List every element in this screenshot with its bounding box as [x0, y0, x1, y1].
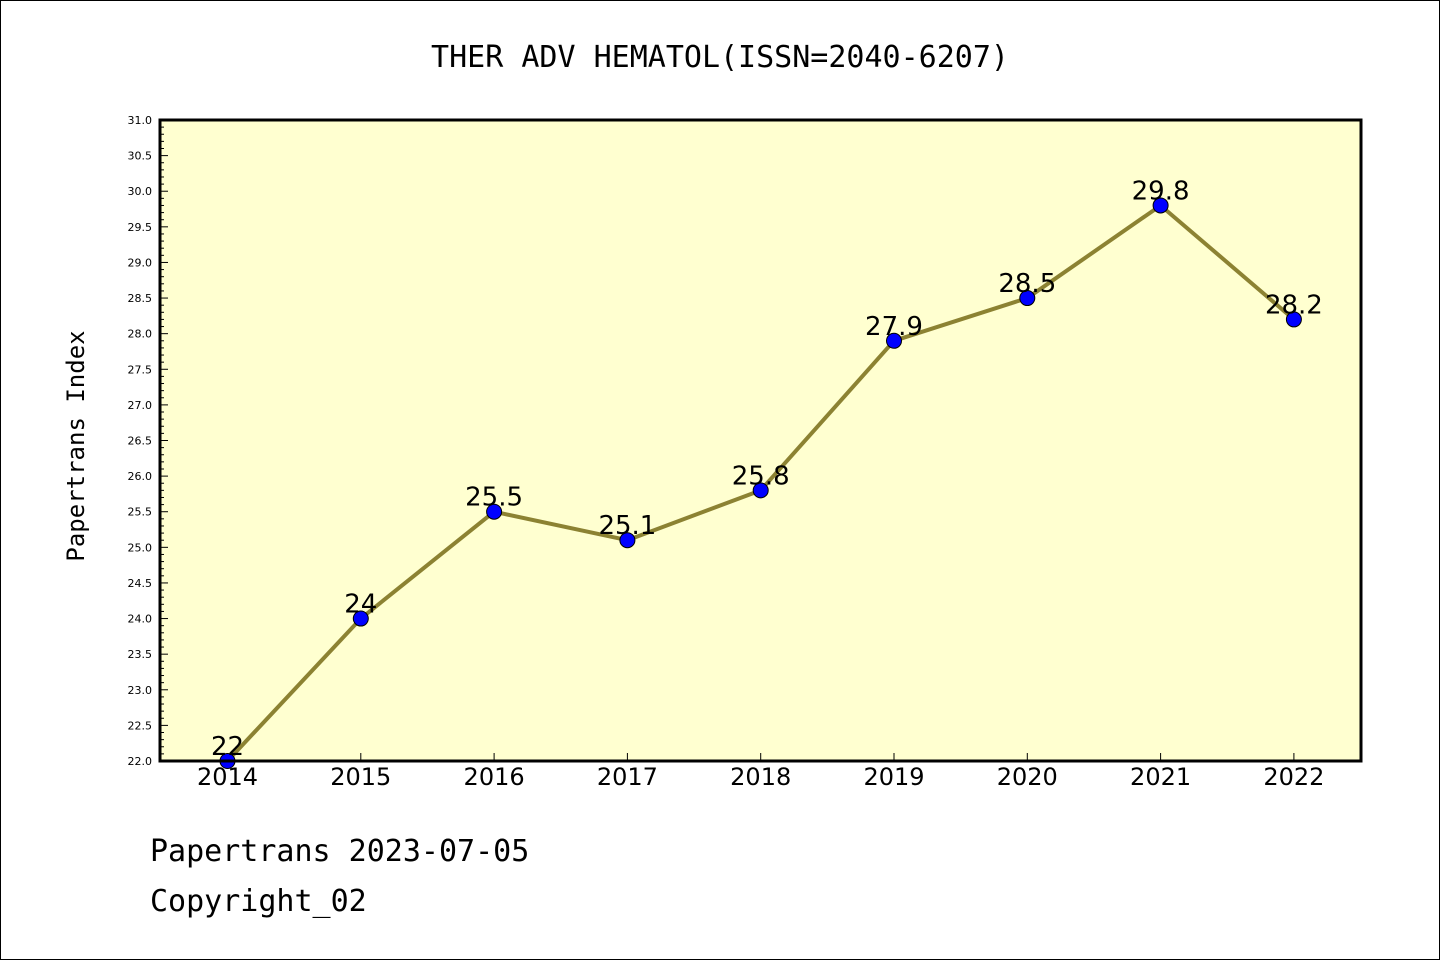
y-tick-label: 29.5 — [128, 221, 153, 234]
x-tick-label: 2022 — [1263, 763, 1324, 791]
x-tick-label: 2017 — [597, 763, 658, 791]
data-label: 25.5 — [465, 483, 523, 513]
data-point — [1019, 290, 1036, 307]
data-label: 22 — [211, 732, 244, 762]
plot-border — [158, 118, 1363, 763]
data-point — [352, 610, 369, 627]
y-tick-label: 26.5 — [128, 435, 153, 448]
y-tick-label: 28.5 — [128, 292, 153, 305]
data-point — [1152, 197, 1169, 214]
y-tick-label: 24.0 — [128, 613, 153, 626]
footer-date: Papertrans 2023-07-05 — [150, 834, 530, 869]
x-tick-label: 2018 — [730, 763, 791, 791]
data-label: 24 — [344, 590, 377, 620]
y-tick-label: 23.5 — [128, 648, 153, 661]
y-tick-label: 25.5 — [128, 506, 153, 519]
data-label: 27.9 — [865, 312, 923, 342]
x-tick-label: 2015 — [330, 763, 391, 791]
data-point — [1285, 311, 1302, 328]
plot-area — [160, 120, 1361, 761]
x-tick-label: 2019 — [863, 763, 924, 791]
y-tick-label: 22.0 — [128, 755, 153, 768]
y-tick-label: 24.5 — [128, 577, 153, 590]
chart-title: THER ADV HEMATOL(ISSN=2040-6207) — [431, 40, 1009, 75]
data-label: 25.8 — [732, 461, 790, 491]
y-tick-label: 27.5 — [128, 363, 153, 376]
data-point — [886, 332, 902, 349]
data-point — [752, 482, 769, 499]
data-label: 28.5 — [998, 269, 1056, 299]
x-tick-label: 2016 — [464, 763, 525, 791]
y-tick-label: 25.0 — [128, 541, 153, 554]
y-tick-label: 30.0 — [128, 185, 153, 198]
data-point — [619, 532, 636, 549]
series: 22 24 25.5 25.1 25.8 27.9 28.5 29.8 28.2 — [211, 176, 1323, 769]
data-label: 25.1 — [598, 511, 656, 541]
data-label: 28.2 — [1265, 290, 1323, 320]
y-tick-label: 30.5 — [128, 150, 153, 163]
footer-copyright: Copyright_02 — [150, 884, 367, 919]
y-tick-label: 29.0 — [128, 256, 153, 269]
y-axis-label: Papertrans Index — [62, 330, 90, 561]
y-axis: 22.0 22.5 23.0 23.5 24.0 24.5 25.0 25.5 26.0 26.5… — [128, 114, 168, 768]
y-tick-label: 23.0 — [128, 684, 153, 697]
y-tick-label: 22.5 — [128, 719, 153, 732]
y-tick-label: 31.0 — [128, 114, 153, 127]
x-tick-label: 2021 — [1130, 763, 1191, 791]
data-label: 29.8 — [1132, 176, 1190, 206]
y-tick-label: 26.0 — [128, 470, 153, 483]
y-tick-label: 28.0 — [128, 328, 153, 341]
x-tick-label: 2020 — [997, 763, 1058, 791]
y-tick-label: 27.0 — [128, 399, 153, 412]
data-point — [486, 503, 503, 520]
